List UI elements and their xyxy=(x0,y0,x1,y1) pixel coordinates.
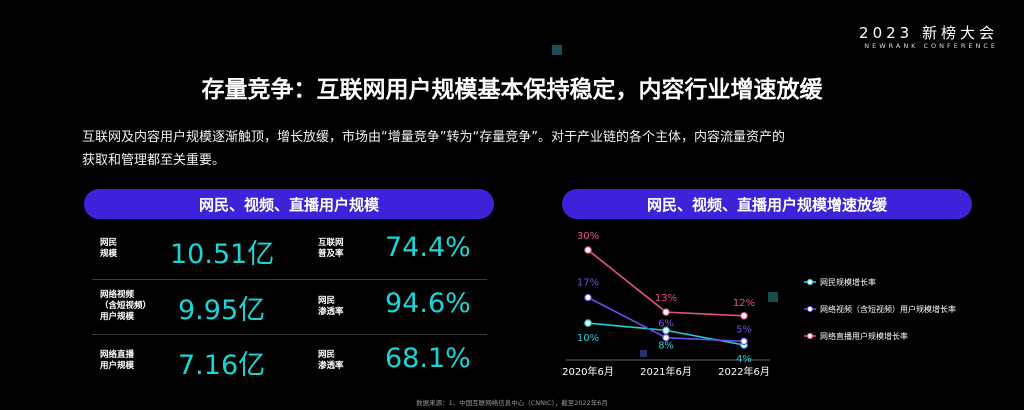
series-line xyxy=(587,249,745,317)
stat-value: 68.1% xyxy=(385,343,471,374)
data-point xyxy=(740,311,748,320)
legend-label: 网络视频（含短视频）用户规模增长率 xyxy=(820,304,956,314)
data-point xyxy=(584,319,592,327)
source-note: 数据来源：1、中国互联网络信息中心（CNNIC），截至2022年6月 xyxy=(416,399,608,407)
data-point xyxy=(584,293,592,302)
x-tick-label: 2020年6月 xyxy=(562,365,614,378)
decoration-cube xyxy=(768,292,778,302)
stat-label: 网民 渗透率 xyxy=(318,350,344,371)
data-label: 4% xyxy=(736,354,752,365)
legend-label: 网络直播用户规模增长率 xyxy=(820,331,908,341)
data-label: 12% xyxy=(733,298,755,309)
legend-marker xyxy=(806,278,814,286)
divider xyxy=(92,334,487,335)
data-label: 5% xyxy=(736,324,752,335)
data-point xyxy=(662,333,670,342)
stat-value: 9.95亿 xyxy=(178,295,266,326)
data-label: 17% xyxy=(577,278,599,289)
data-point xyxy=(662,326,670,335)
data-label: 6% xyxy=(658,319,674,330)
stat-value: 10.51亿 xyxy=(170,239,275,270)
decoration-cube xyxy=(552,45,562,55)
x-tick-label: 2021年6月 xyxy=(640,365,692,378)
stat-label: 互联网 普及率 xyxy=(318,238,344,259)
stat-value: 7.16亿 xyxy=(178,350,266,381)
intro-line-2: 获取和管理都至关重要。 xyxy=(82,153,226,168)
page-title: 存量竞争：互联网用户规模基本保持稳定，内容行业增速放缓 xyxy=(201,77,823,103)
x-tick-label: 2022年6月 xyxy=(718,365,770,378)
data-label: 10% xyxy=(577,333,599,344)
legend-marker xyxy=(806,305,814,313)
decoration-cube xyxy=(640,350,647,357)
stat-value: 94.6% xyxy=(385,288,471,319)
data-label: 13% xyxy=(655,293,677,304)
brand-subtitle: NEWRANK CONFERENCE xyxy=(864,42,998,50)
left-panel-title: 网民、视频、直播用户规模 xyxy=(84,189,494,219)
brand-title: 2023 新榜大会 xyxy=(859,24,998,42)
stat-label: 网络直播 用户规模 xyxy=(100,350,135,371)
data-point xyxy=(584,246,592,254)
divider xyxy=(92,279,487,280)
data-label: 30% xyxy=(577,231,599,242)
data-point xyxy=(740,337,748,346)
legend-marker xyxy=(806,332,814,340)
stat-value: 74.4% xyxy=(385,232,471,263)
chart-title: 网民、视频、直播用户规模增速放缓 xyxy=(562,189,972,219)
data-label: 8% xyxy=(658,340,674,351)
legend-label: 网民规模增长率 xyxy=(820,277,876,287)
stat-label: 网络视频 （含短视频） 用户规模 xyxy=(100,290,152,322)
stat-label: 网民 规模 xyxy=(100,238,118,259)
stat-label: 网民 渗透率 xyxy=(318,296,344,317)
data-point xyxy=(662,308,670,316)
intro-line-1: 互联网及内容用户规模逐渐触顶，增长放缓，市场由“增量竞争”转为“存量竞争”。对于… xyxy=(82,130,785,145)
